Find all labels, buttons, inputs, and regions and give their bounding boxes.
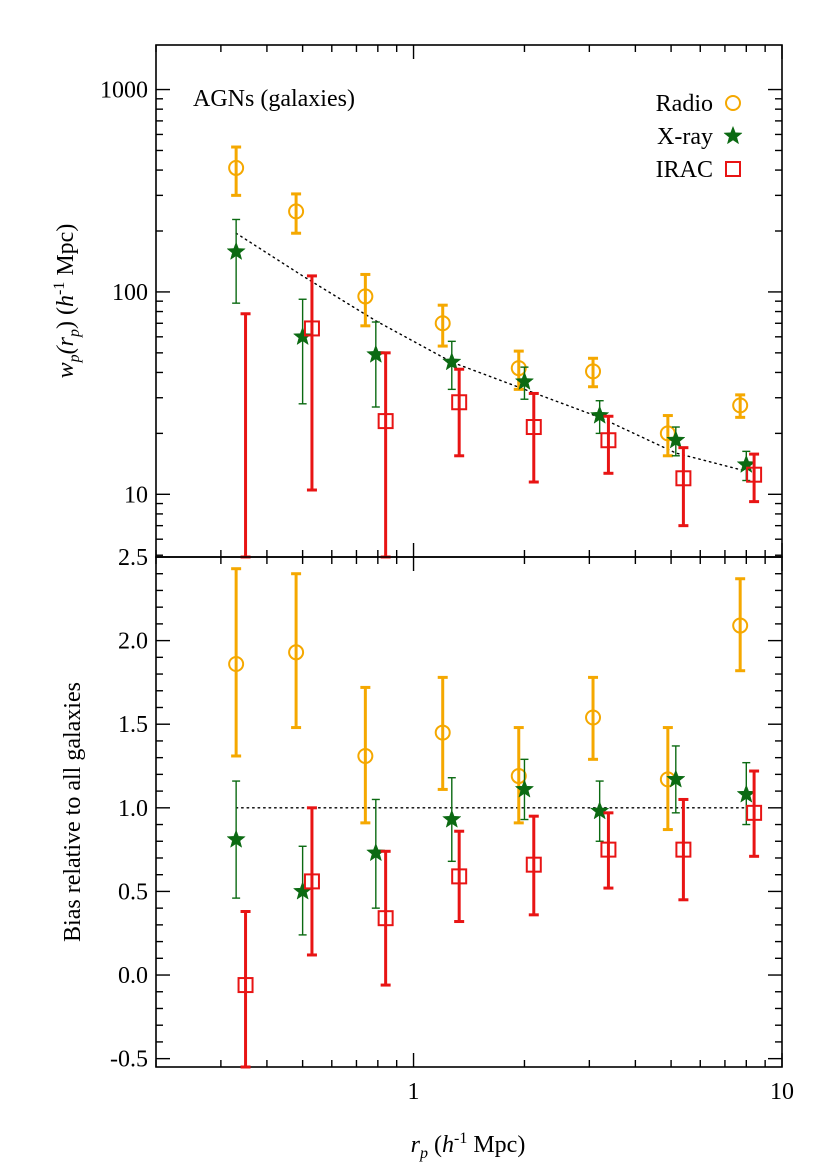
x-axis-title: rp (h-1 Mpc) — [411, 1130, 526, 1162]
top-series-radio — [228, 145, 749, 458]
irac-marker-5 — [600, 432, 617, 449]
legend: Radio X-ray IRAC — [656, 91, 743, 183]
irac-marker-6 — [675, 470, 692, 487]
xray-marker-3 — [442, 809, 462, 828]
ylabel-paren-r: (r — [53, 336, 79, 354]
ylabel-w: w — [53, 362, 79, 378]
top-series-x-ray — [226, 218, 757, 482]
radio-marker-0 — [228, 656, 245, 673]
xray-marker-6 — [666, 430, 686, 449]
xlabel-h: h — [442, 1132, 454, 1158]
radio-marker-5 — [585, 709, 602, 726]
top-reference-line-path — [235, 232, 747, 472]
top-panel-frame — [155, 44, 783, 558]
irac-marker-7 — [746, 804, 763, 821]
bottom-y-tick-label-0: -0.5 — [110, 1047, 148, 1073]
radio-marker-4 — [510, 768, 527, 785]
radio-marker-7 — [732, 397, 749, 414]
irac-marker-6 — [675, 841, 692, 858]
irac-marker-0 — [237, 977, 254, 994]
radio-marker-4 — [510, 360, 527, 377]
radio-marker-2 — [357, 747, 374, 764]
bottom-y-tick-label-2: 0.5 — [118, 879, 148, 905]
xray-marker-legend — [723, 125, 743, 145]
xlabel-sup: -1 — [454, 1130, 467, 1147]
xlabel-paren: ( — [428, 1132, 442, 1158]
bottom-series-x-ray — [226, 745, 757, 936]
xray-marker-6 — [666, 769, 686, 788]
bottom-series-irac — [237, 769, 763, 1069]
xlabel-r: r — [411, 1132, 421, 1158]
radio-marker-7 — [732, 617, 749, 634]
top-y-tick-label-2: 1000 — [100, 78, 148, 104]
ylabel-sub-p2: p — [66, 329, 83, 338]
top-y-tick-label-1: 100 — [112, 280, 148, 306]
irac-marker-5 — [600, 841, 617, 858]
radio-marker-1 — [288, 644, 305, 661]
bottom-y-tick-label-1: 0.0 — [118, 963, 148, 989]
irac-marker-4 — [525, 856, 542, 873]
bottom-y-tick-label-3: 1.0 — [118, 796, 148, 822]
top-y-tick-label-0: 10 — [124, 482, 148, 508]
irac-marker-1 — [303, 873, 320, 890]
irac-marker-7 — [746, 466, 763, 483]
irac-marker-1 — [303, 320, 320, 337]
irac-marker-3 — [451, 394, 468, 411]
panel-annotation: AGNs (galaxies) — [193, 86, 355, 112]
bottom-y-tick-label-5: 2.0 — [118, 629, 148, 655]
ylabel-sup: -1 — [51, 282, 68, 295]
radio-marker-3 — [434, 315, 451, 332]
xray-marker-0 — [226, 829, 246, 848]
irac-marker-legend — [725, 161, 741, 177]
xray-marker-5 — [589, 800, 610, 820]
radio-marker-0 — [228, 159, 245, 176]
xray-marker-0 — [226, 241, 246, 260]
top-major-ticks: 10 100 1000 — [100, 78, 148, 509]
legend-label-x-ray: X-ray — [657, 124, 713, 150]
radio-marker-3 — [434, 724, 451, 741]
bottom-series — [226, 567, 763, 1069]
top-series — [226, 145, 763, 559]
ylabel-r: (r — [53, 336, 79, 354]
bottom-major-ticks: -0.5 0.0 0.5 1.0 1.5 2.0 2.5 1 10 — [110, 545, 794, 1105]
xray-marker-3 — [442, 351, 462, 371]
irac-marker-2 — [377, 413, 394, 430]
irac-marker-4 — [525, 419, 542, 436]
xray-marker-4 — [514, 371, 535, 390]
radio-marker-1 — [288, 203, 305, 220]
x-tick-label-0: 1 — [408, 1079, 420, 1105]
bottom-series-radio — [228, 567, 749, 832]
legend-label-radio: Radio — [656, 91, 713, 117]
xray-marker-5 — [589, 405, 610, 424]
top-series-irac — [240, 274, 763, 559]
top-y-axis-title: wp(rp) (h-1 Mpc) — [51, 224, 83, 379]
ylabel-unit: Mpc) — [53, 224, 79, 282]
panel-bottom-bias: -0.5 0.0 0.5 1.0 1.5 2.0 2.5 1 10 Bias relative … — [60, 545, 794, 1162]
radio-marker-2 — [357, 288, 374, 305]
bottom-y-tick-label-6: 2.5 — [118, 545, 148, 571]
panel-top-bias-clustering: 10 100 1000 AGNs (galaxies) Radio X-ray IRAC… — [51, 44, 783, 559]
bottom-y-tick-label-4: 1.5 — [118, 712, 148, 738]
xray-marker-4 — [514, 779, 535, 798]
irac-marker-2 — [377, 910, 394, 927]
ylabel-sub-p: p — [66, 354, 83, 363]
top-reference-line — [235, 232, 747, 472]
radio-marker-5 — [585, 363, 602, 380]
bottom-y-axis-title: Bias relative to all galaxies — [60, 682, 86, 942]
xlabel-unit: Mpc) — [467, 1132, 525, 1158]
ylabel-mid: ) ( — [53, 307, 79, 329]
irac-marker-3 — [451, 868, 468, 885]
xlabel-sub-p: p — [419, 1145, 428, 1162]
legend-label-irac: IRAC — [656, 157, 713, 183]
radio-marker-legend — [725, 95, 741, 111]
bottom-minor-ticks — [155, 556, 783, 1067]
x-tick-label-1: 10 — [770, 1079, 794, 1105]
ylabel-h: h — [53, 295, 79, 307]
bottom-panel-frame — [155, 556, 783, 1068]
xray-marker-1 — [292, 326, 313, 346]
top-minor-ticks — [155, 45, 783, 557]
